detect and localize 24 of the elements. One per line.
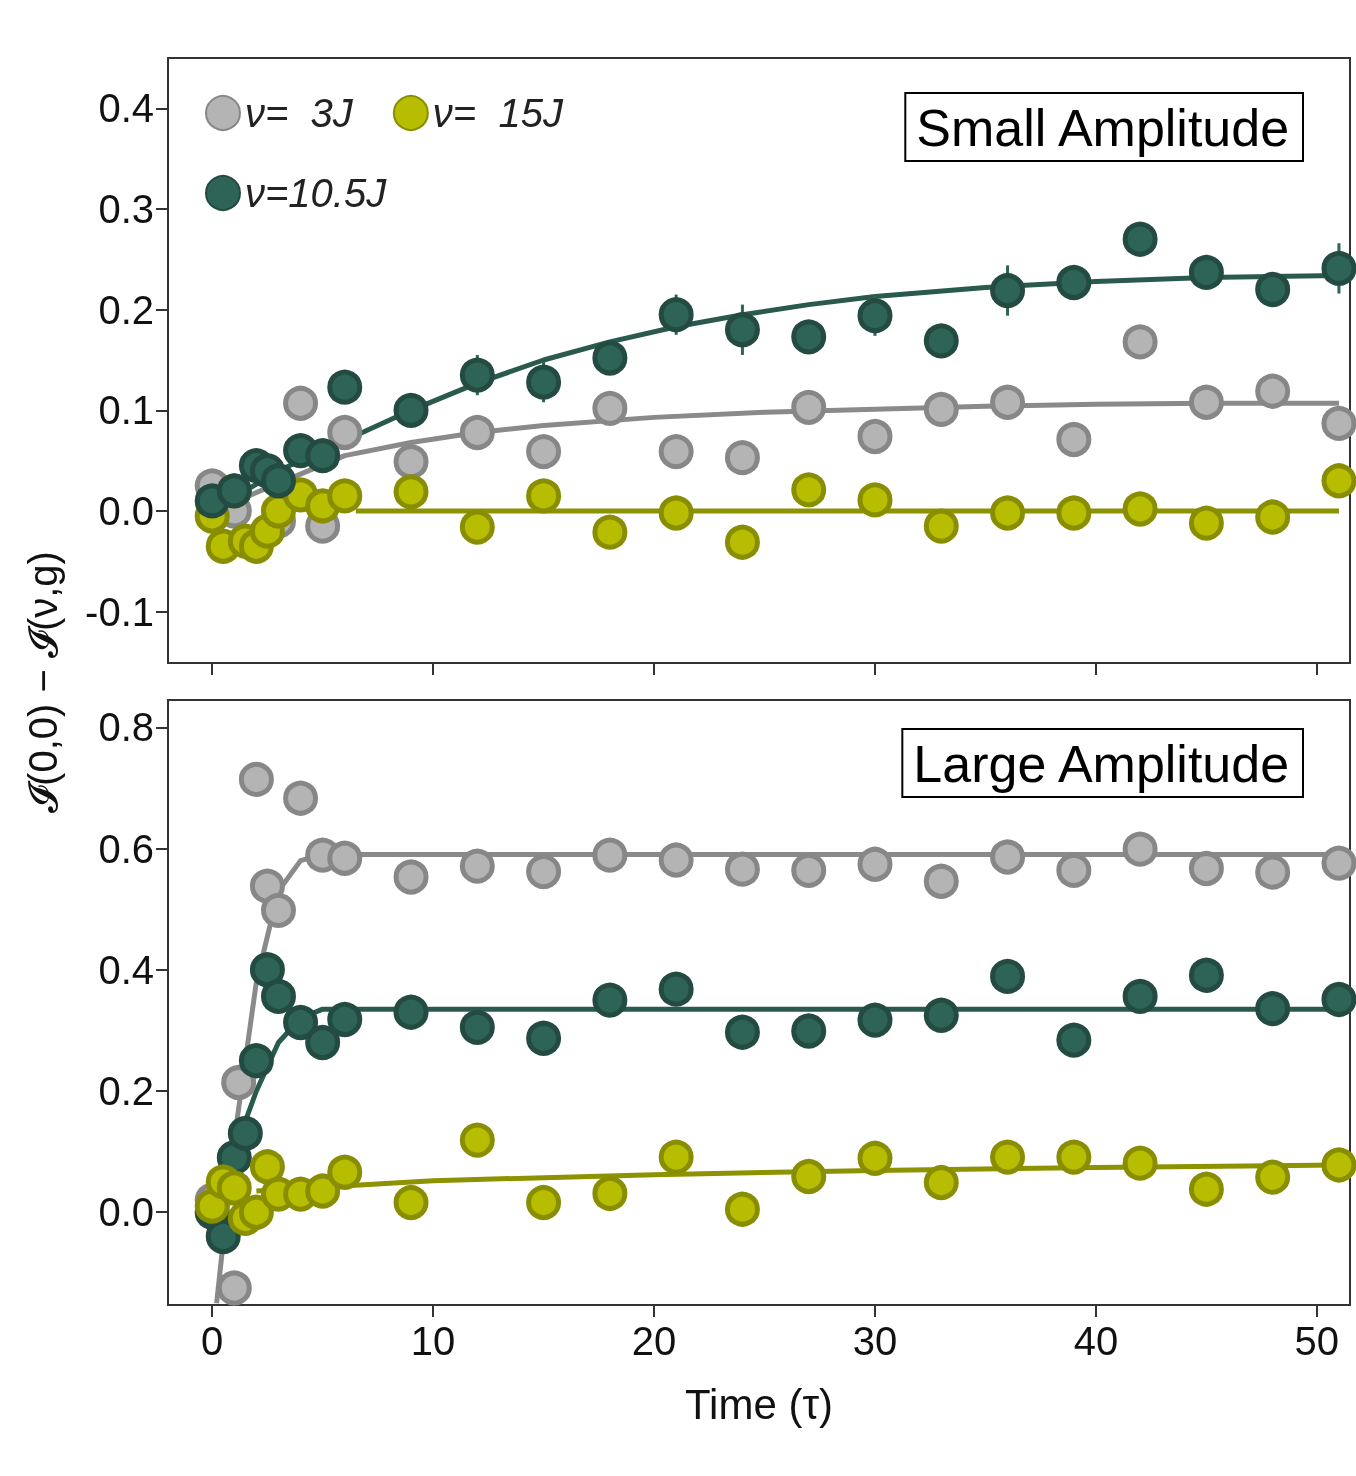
x-axis-title: Time (τ) [684, 1380, 834, 1428]
y-tick-label: -0.1 [85, 589, 154, 634]
legend-label: ν= 15J [432, 91, 564, 135]
x-tick-label: 20 [631, 1319, 677, 1363]
y-tick-label: 0.4 [98, 86, 154, 131]
y-tick-label: 0.4 [98, 947, 154, 992]
y-tick-label: 0.8 [98, 705, 154, 750]
y-tick-label: 0.2 [98, 287, 154, 332]
annotation: Small Amplitude [916, 99, 1290, 157]
y-tick-label: 0.2 [98, 1069, 154, 1114]
legend-label: ν=10.5J [245, 171, 388, 215]
y-tick-label: 0.6 [98, 826, 154, 871]
legend-label: ν= 3J [245, 91, 354, 135]
y-tick-label: 0.0 [98, 1190, 154, 1235]
y-tick-label: 0.0 [98, 488, 154, 533]
x-tick-label: 50 [1294, 1319, 1340, 1363]
y-tick-label: 0.1 [98, 388, 154, 433]
annotation: Large Amplitude [913, 735, 1290, 793]
x-tick-label: 10 [410, 1319, 456, 1363]
x-tick-label: 30 [852, 1319, 898, 1363]
y-axis-title: 𝓘(0,0) − 𝓘(ν,g) [21, 551, 66, 813]
x-tick-label: 0 [201, 1319, 224, 1363]
x-tick-label: 40 [1073, 1319, 1119, 1363]
y-tick-label: 0.3 [98, 187, 154, 231]
